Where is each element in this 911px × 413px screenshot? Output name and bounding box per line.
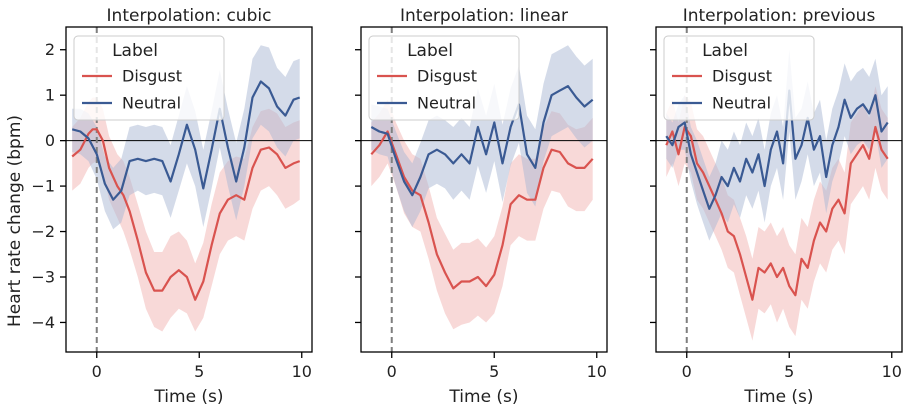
- y-tick-label: 1: [45, 86, 55, 105]
- series-line-neutral: [370, 84, 594, 197]
- band-neutral: [72, 45, 300, 230]
- legend: Label Disgust Neutral: [73, 35, 225, 121]
- legend-label-neutral: Neutral: [122, 94, 181, 113]
- legend: Label Disgust Neutral: [663, 35, 815, 121]
- axes-frame: [360, 26, 608, 353]
- legend-box: [663, 35, 815, 121]
- legend-title: Label: [112, 41, 158, 61]
- x-tick-label: 0: [682, 362, 692, 381]
- band-neutral: [666, 49, 888, 241]
- series-line-disgust: [370, 130, 594, 290]
- legend-box: [368, 35, 520, 121]
- x-tick-label: 10: [882, 362, 902, 381]
- legend-label-disgust: Disgust: [122, 67, 182, 86]
- series-line-neutral: [665, 89, 889, 210]
- band-neutral: [371, 45, 593, 228]
- legend-label-disgust: Disgust: [417, 67, 477, 86]
- y-tick-label: −3: [31, 268, 55, 287]
- panel-2: 0 5 10 Interpolation: linear Time (s) Label Di…: [355, 6, 608, 407]
- x-tick-label: 10: [587, 362, 607, 381]
- panel-3: 0 5 10 Interpolation: previous Time (s) Label…: [650, 6, 903, 407]
- chart-title: Interpolation: cubic: [107, 6, 272, 26]
- series-line-neutral: [71, 80, 301, 201]
- x-tick-label: 10: [292, 362, 312, 381]
- y-tick-label: −2: [31, 222, 55, 241]
- y-axis-label: Heart rate change (bpm): [5, 115, 25, 327]
- x-axis-label: Time (s): [153, 387, 223, 407]
- chart-title: Interpolation: linear: [400, 6, 568, 26]
- legend-label-neutral: Neutral: [712, 94, 771, 113]
- x-tick-label: 5: [194, 362, 204, 381]
- plot-area: [66, 27, 312, 352]
- legend: Label Disgust Neutral: [368, 35, 520, 121]
- x-axis-label: Time (s): [448, 387, 518, 407]
- y-tick-label: −1: [31, 177, 55, 196]
- y-tick-label: −4: [31, 313, 55, 332]
- legend-label-neutral: Neutral: [417, 94, 476, 113]
- axes-frame: [655, 26, 903, 353]
- plot-area: [361, 27, 607, 352]
- legend-label-disgust: Disgust: [712, 67, 772, 86]
- legend-title: Label: [702, 41, 748, 61]
- x-tick-label: 0: [387, 362, 397, 381]
- x-tick-label: 5: [784, 362, 794, 381]
- legend-box: [73, 35, 225, 121]
- chart-title: Interpolation: previous: [683, 6, 876, 26]
- axes-frame: [65, 26, 313, 353]
- x-tick-label: 5: [489, 362, 499, 381]
- y-tick-label: 2: [45, 40, 55, 59]
- y-tick-label: 0: [45, 131, 55, 150]
- series-line-disgust: [71, 128, 301, 301]
- x-tick-label: 0: [92, 362, 102, 381]
- x-axis-label: Time (s): [743, 387, 813, 407]
- legend-title: Label: [407, 41, 453, 61]
- series-line-disgust: [665, 125, 889, 301]
